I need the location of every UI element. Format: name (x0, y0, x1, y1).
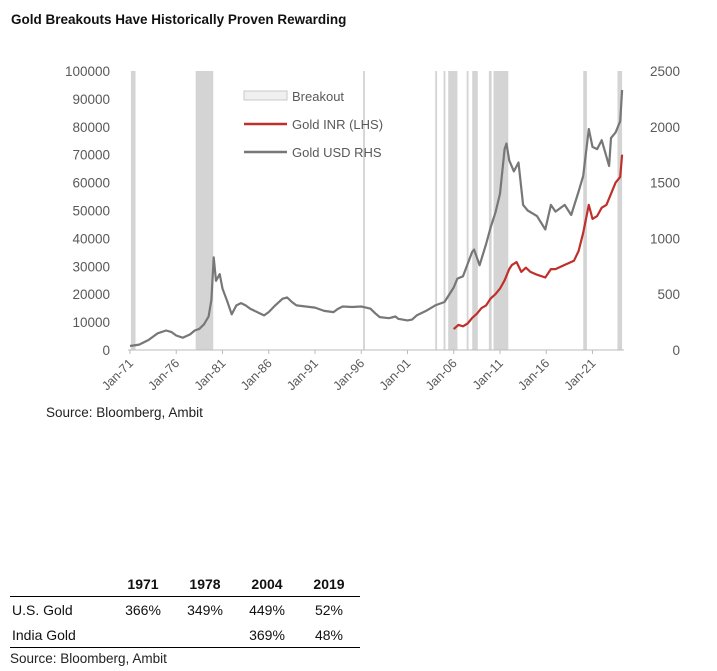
x-tick-label: Jan-01 (377, 356, 414, 393)
x-tick-label: Jan-71 (99, 356, 136, 393)
right-tick-label: 0 (672, 343, 680, 358)
breakout-band (363, 71, 365, 350)
chart-source: Source: Bloomberg, Ambit (46, 405, 203, 420)
year-1978-header: 1978 (189, 576, 221, 592)
left-tick-label: 0 (102, 343, 110, 358)
right-tick-label: 500 (657, 287, 680, 302)
x-tick-label: Jan-16 (515, 356, 552, 393)
table-cell: 449% (249, 601, 285, 618)
left-tick-label: 20000 (72, 287, 110, 302)
left-tick-label: 60000 (72, 176, 110, 191)
table-cell (112, 622, 174, 648)
breakout-band (583, 71, 587, 350)
right-tick-label: 2000 (650, 120, 680, 135)
x-tick-label: Jan-11 (470, 356, 506, 392)
legend-label: Breakout (292, 89, 344, 104)
breakout-band (130, 71, 136, 350)
year-2019-header: 2019 (313, 576, 345, 592)
x-tick-label: Jan-76 (145, 356, 182, 393)
gold-inr-line (452, 154, 624, 330)
page-title: Gold Breakouts Have Historically Proven … (11, 12, 347, 27)
breakout-band (448, 71, 458, 350)
table-cell: 369% (249, 626, 285, 643)
table-row: India Gold 369% 48% (10, 622, 360, 648)
right-tick-label: 1500 (650, 176, 680, 191)
gold-usd-line (129, 89, 624, 348)
legend-label: Gold USD RHS (292, 145, 382, 160)
x-tick-label: Jan-21 (562, 356, 599, 393)
returns-table: 1971 1978 2004 2019 U.S. Gold 366% 349% … (10, 572, 360, 648)
legend-breakout-swatch (243, 90, 288, 101)
table-source: Source: Bloomberg, Ambit (10, 651, 167, 666)
left-tick-label: 80000 (72, 120, 110, 135)
breakout-bands (130, 71, 623, 350)
table-cell: 48% (314, 626, 344, 643)
year-1971-header: 1971 (127, 576, 159, 592)
x-tick-label: Jan-81 (192, 356, 229, 393)
left-tick-label: 30000 (72, 259, 110, 274)
right-axis-ticks: 0 500 1000 1500 2000 2500 (650, 64, 680, 358)
left-tick-label: 90000 (72, 92, 110, 107)
left-tick-label: 50000 (72, 204, 110, 219)
table-header-row: 1971 1978 2004 2019 (10, 572, 360, 597)
breakout-band (435, 71, 438, 350)
breakout-band (443, 71, 446, 350)
x-tick-label: Jan-91 (284, 356, 321, 393)
left-tick-label: 10000 (72, 315, 110, 330)
left-tick-label: 100000 (65, 64, 110, 79)
breakout-band (488, 71, 492, 350)
row-label-india-gold: India Gold (12, 626, 76, 643)
table-cell: 349% (187, 601, 223, 618)
breakout-band (617, 71, 623, 350)
left-axis-ticks: 0 10000 20000 30000 40000 50000 60000 70000 8000… (65, 64, 110, 358)
breakout-band (466, 71, 469, 350)
right-tick-label: 2500 (650, 64, 680, 79)
row-label-us-gold: U.S. Gold (12, 601, 73, 618)
legend-label: Gold INR (LHS) (292, 117, 383, 132)
table-cell (174, 622, 236, 648)
breakout-band (195, 71, 214, 350)
x-axis-ticks: Jan-71 Jan-76 Jan-81 Jan-86 Jan-91 Jan-96 Jan-… (99, 350, 599, 393)
series-lines (129, 89, 624, 348)
left-tick-label: 40000 (72, 231, 110, 246)
right-tick-label: 1000 (650, 231, 680, 246)
chart-legend: Breakout Gold INR (LHS) Gold USD RHS (243, 89, 383, 160)
left-tick-label: 70000 (72, 148, 110, 163)
x-tick-label: Jan-96 (330, 356, 367, 393)
x-tick-label: Jan-86 (238, 356, 275, 393)
table-row: U.S. Gold 366% 349% 449% 52% (10, 597, 360, 623)
table-cell: 366% (125, 601, 161, 618)
gold-breakout-chart: 0100002000030000400005000060000700008000… (65, 64, 680, 393)
breakout-band (472, 71, 478, 350)
x-tick-label: Jan-06 (423, 356, 460, 393)
table-cell: 52% (314, 601, 344, 618)
year-2004-header: 2004 (251, 576, 283, 592)
table-corner (10, 572, 112, 597)
